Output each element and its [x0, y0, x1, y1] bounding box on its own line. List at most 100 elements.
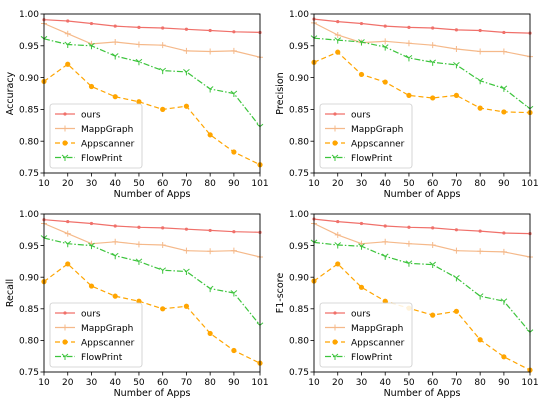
data-point — [453, 45, 460, 52]
legend-item-mappgraph: MappGraph — [55, 125, 133, 135]
data-point — [159, 67, 167, 75]
x-tick-label: 80 — [474, 378, 486, 388]
x-tick-label: 40 — [379, 378, 391, 388]
series-appscanner — [311, 49, 533, 116]
series-line — [313, 51, 531, 114]
series-line — [43, 22, 261, 58]
legend-box — [49, 302, 143, 368]
legend-item-appscanner: Appscanner — [325, 139, 405, 149]
series-mappgraph — [311, 220, 533, 260]
legend-label: ours — [81, 110, 101, 120]
series-mappgraph — [41, 20, 263, 61]
data-point — [159, 267, 167, 274]
data-point — [405, 54, 413, 62]
legend-marker — [332, 339, 338, 345]
series-ours — [312, 217, 532, 236]
data-point — [334, 231, 341, 238]
data-point — [111, 53, 119, 60]
data-point — [431, 26, 435, 30]
data-point — [112, 94, 118, 100]
subplot-precision: 10 20 30 40 50 60 70 80 90 101 0.75 0.80 0.85 0.90 0.9… — [275, 10, 539, 200]
y-tick-label: 0.90 — [19, 74, 39, 84]
data-point — [405, 260, 413, 267]
x-tick-label: 10 — [308, 378, 320, 388]
data-point — [478, 28, 482, 33]
data-point — [453, 274, 460, 282]
data-point — [184, 27, 189, 31]
legend-marker — [333, 112, 337, 116]
legend-label: MappGraph — [351, 324, 403, 334]
data-point — [65, 261, 71, 267]
plot-frame — [313, 213, 531, 373]
data-point — [359, 21, 364, 26]
data-point — [207, 330, 213, 337]
legend-label: MappGraph — [81, 324, 133, 334]
data-point — [358, 284, 365, 290]
data-point — [231, 347, 237, 354]
legend-marker — [331, 154, 339, 161]
legend-label: ours — [351, 309, 371, 319]
legend-marker — [63, 112, 67, 116]
x-tick-label: 20 — [62, 179, 74, 189]
data-point — [477, 105, 483, 111]
x-tick-label: 50 — [133, 378, 145, 388]
data-point — [183, 247, 190, 254]
legend-marker — [333, 311, 337, 315]
data-point — [137, 225, 141, 229]
x-tick-label: 20 — [332, 378, 344, 388]
x-tick-label: 40 — [379, 179, 391, 189]
x-tick-label: 30 — [86, 378, 98, 388]
data-point — [336, 219, 340, 224]
legend-label: FlowPrint — [81, 353, 123, 363]
data-point — [407, 25, 411, 29]
legend-marker — [62, 125, 68, 132]
legend-label: MappGraph — [81, 125, 133, 135]
x-tick-label: 60 — [157, 378, 169, 388]
series-appscanner — [41, 61, 263, 168]
x-axis-label: Number of Apps — [114, 189, 191, 200]
y-tick-label: 0.80 — [289, 337, 309, 347]
legend: ours MappGraph Appscanner FlowPrint — [319, 302, 413, 368]
x-tick-label: 70 — [451, 378, 463, 388]
data-point — [159, 42, 166, 49]
data-point — [383, 24, 387, 28]
legend-box — [319, 302, 413, 368]
x-tick-label: 70 — [451, 179, 463, 189]
data-point — [382, 298, 388, 304]
legend-item-flowprint: FlowPrint — [55, 353, 123, 363]
y-tick-label: 0.75 — [19, 169, 39, 179]
legend-item-flowprint: FlowPrint — [325, 353, 393, 363]
legend-item-ours: ours — [55, 309, 101, 319]
data-point — [88, 242, 95, 250]
data-point — [64, 30, 71, 37]
data-point — [66, 19, 70, 23]
legend-box — [319, 103, 413, 169]
legend-box — [49, 103, 143, 169]
data-point — [334, 37, 342, 44]
data-point — [230, 47, 237, 54]
data-point — [336, 20, 340, 24]
y-tick-label: 0.95 — [289, 42, 309, 52]
plot-frame — [313, 13, 531, 174]
y-tick-label: 0.85 — [289, 106, 309, 116]
data-point — [112, 293, 118, 299]
data-point — [454, 228, 459, 232]
legend-label: ours — [81, 309, 101, 319]
data-point — [89, 21, 94, 26]
legend-marker — [331, 353, 339, 360]
x-tick-label: 90 — [228, 179, 240, 189]
legend-marker — [62, 324, 68, 331]
x-tick-label: 90 — [498, 179, 510, 189]
series-line — [313, 241, 531, 333]
subplot-f1-score: 10 20 30 40 50 60 70 80 90 101 0.75 0.80 0.85 0.90 0.9… — [275, 210, 539, 399]
data-point — [230, 290, 238, 297]
series-ours — [42, 18, 262, 35]
y-tick-label: 1.00 — [289, 10, 309, 20]
data-point — [208, 28, 212, 33]
legend-label: Appscanner — [81, 139, 135, 149]
data-point — [453, 247, 460, 254]
series-flowprint — [40, 235, 264, 329]
data-point — [161, 26, 165, 30]
y-tick-label: 0.95 — [19, 242, 39, 252]
